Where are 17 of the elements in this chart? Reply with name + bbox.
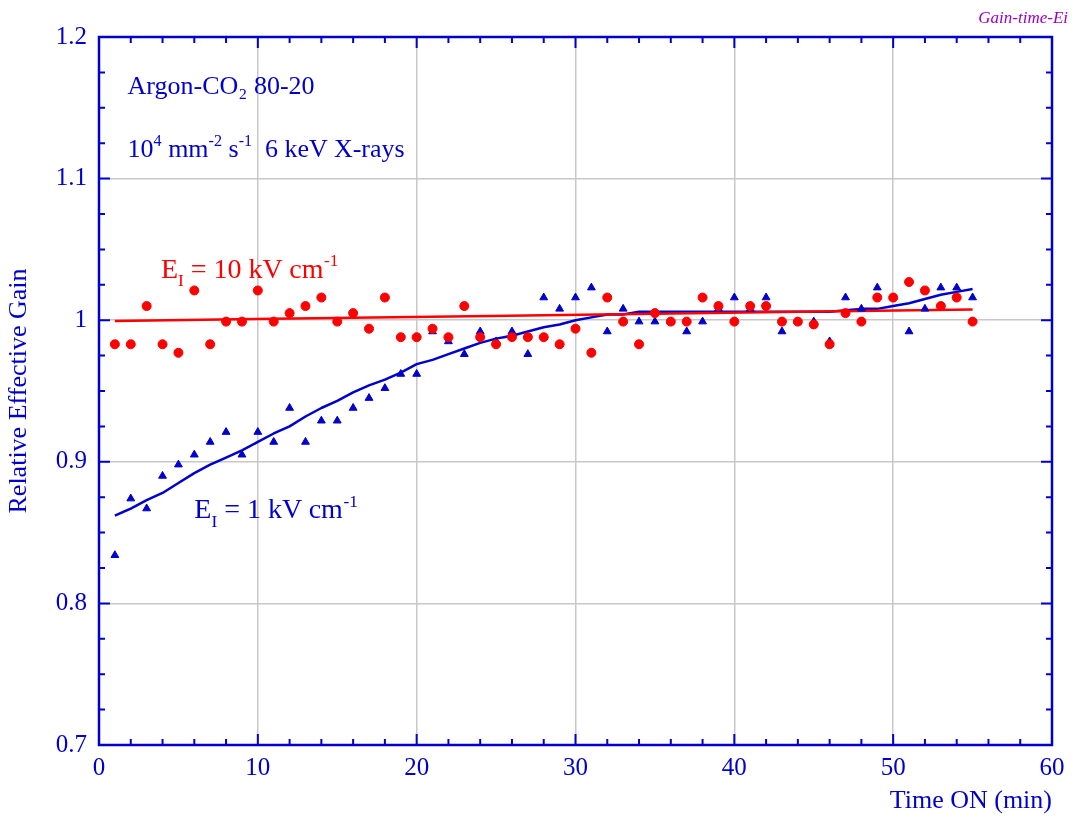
x-tick-label: 50 <box>880 752 906 780</box>
text: Gain-time-Ei <box>978 8 1069 27</box>
annotation: Argon-CO₂ 80-20 <box>127 70 315 100</box>
y-tick-label: 0.9 <box>55 446 87 474</box>
y-tick-label: 0.7 <box>55 729 87 757</box>
y-tick-label: 1.1 <box>55 163 87 191</box>
x-tick-label: 40 <box>721 752 747 780</box>
y-tick-label: 0.8 <box>55 587 87 615</box>
x-tick-label: 20 <box>404 752 430 780</box>
x-tick-label: 0 <box>92 752 106 780</box>
y-tick-label: 1.2 <box>55 21 87 49</box>
y-axis-title: Relative Effective Gain <box>3 268 33 514</box>
y-tick-label: 1 <box>74 304 87 332</box>
x-tick-label: 10 <box>245 752 271 780</box>
x-axis-title: Time ON (min) <box>889 785 1052 815</box>
x-tick-label: 60 <box>1039 752 1065 780</box>
x-tick-label: 30 <box>563 752 588 780</box>
